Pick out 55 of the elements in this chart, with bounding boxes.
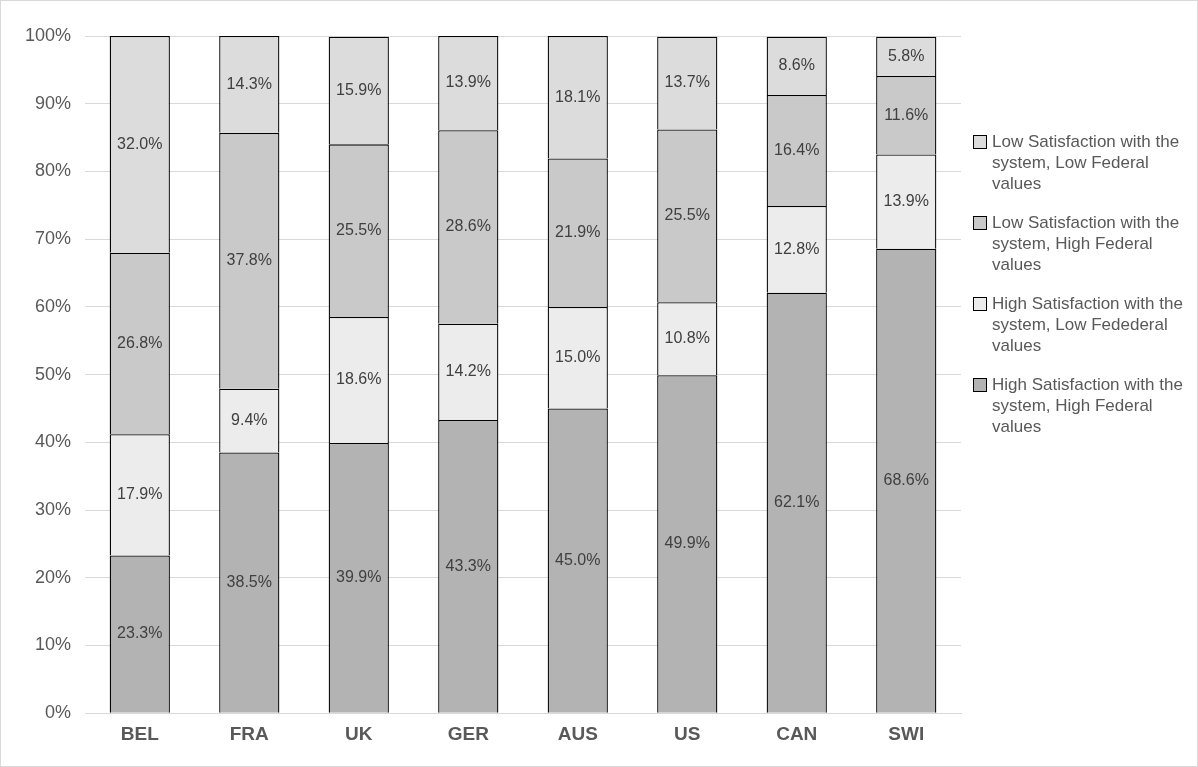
y-tick-label: 30% bbox=[35, 499, 72, 520]
data-label: 21.9% bbox=[555, 223, 601, 241]
data-label: 15.9% bbox=[336, 80, 382, 98]
y-tick-label: 60% bbox=[35, 295, 72, 316]
data-label: 8.6% bbox=[778, 56, 815, 74]
data-label: 18.1% bbox=[555, 87, 601, 105]
data-label: 13.9% bbox=[445, 73, 491, 91]
data-label: 17.9% bbox=[117, 485, 163, 503]
data-label: 23.3% bbox=[117, 624, 163, 642]
x-tick-label: CAN bbox=[776, 722, 818, 744]
y-tick-label: 80% bbox=[35, 160, 72, 181]
legend-label: Low Satisfaction with the system, Low Federal values bbox=[992, 131, 1181, 194]
data-label: 13.7% bbox=[664, 73, 710, 91]
data-label: 16.4% bbox=[774, 140, 820, 158]
x-tick-label: SWI bbox=[888, 722, 925, 744]
y-tick-label: 40% bbox=[35, 431, 72, 452]
data-label: 14.3% bbox=[226, 74, 272, 92]
data-label: 12.8% bbox=[774, 239, 820, 257]
data-label: 18.6% bbox=[336, 370, 382, 388]
data-label: 62.1% bbox=[774, 493, 820, 511]
x-tick-label: AUS bbox=[557, 722, 598, 744]
y-tick-label: 10% bbox=[35, 634, 72, 655]
data-label: 49.9% bbox=[664, 534, 710, 552]
x-tick-label: BEL bbox=[120, 722, 160, 744]
y-tick-label: 70% bbox=[35, 228, 72, 249]
data-label: 25.5% bbox=[336, 221, 382, 239]
x-tick-label: US bbox=[674, 722, 701, 744]
y-tick-label: 20% bbox=[35, 566, 72, 587]
x-tick-label: GER bbox=[447, 722, 490, 744]
data-label: 32.0% bbox=[117, 134, 163, 152]
y-tick-label: 90% bbox=[35, 92, 72, 113]
data-label: 15.0% bbox=[555, 348, 601, 366]
data-label: 45.0% bbox=[555, 550, 601, 568]
data-label: 25.5% bbox=[664, 206, 710, 224]
data-label: 14.2% bbox=[445, 362, 491, 380]
data-label: 68.6% bbox=[883, 471, 929, 489]
data-label: 39.9% bbox=[336, 568, 382, 586]
legend-label: High Satisfaction with the system, Low Fedederal values bbox=[992, 293, 1183, 356]
data-label: 37.8% bbox=[226, 251, 272, 269]
data-label: 13.9% bbox=[883, 191, 929, 209]
data-label: 26.8% bbox=[117, 333, 163, 351]
y-tick-label: 100% bbox=[24, 24, 72, 45]
y-tick-label: 0% bbox=[45, 702, 72, 723]
data-label: 9.4% bbox=[231, 411, 268, 429]
data-label: 11.6% bbox=[884, 105, 929, 123]
data-label: 5.8% bbox=[888, 46, 925, 64]
data-label: 38.5% bbox=[226, 573, 272, 590]
data-label: 43.3% bbox=[445, 556, 491, 574]
data-label: 10.8% bbox=[664, 329, 710, 347]
data-label: 28.6% bbox=[445, 217, 491, 235]
legend-label: High Satisfaction with the system, High Federal values bbox=[992, 374, 1183, 437]
x-tick-label: FRA bbox=[229, 722, 270, 744]
y-tick-label: 50% bbox=[35, 363, 72, 384]
legend-label: Low Satisfaction with the system, High Federal values bbox=[992, 212, 1181, 275]
x-tick-label: UK bbox=[345, 722, 373, 744]
